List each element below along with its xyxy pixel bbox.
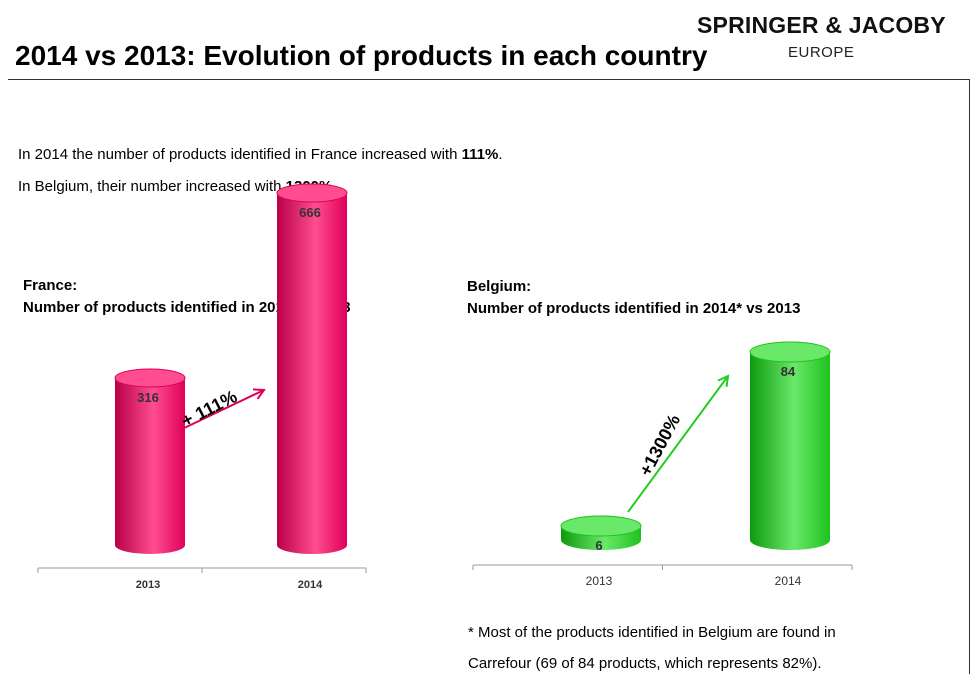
- belgium-bar-top-2013: [560, 515, 642, 537]
- france-chart-title-subtitle: Number of products identified in 2014 vs…: [23, 299, 351, 316]
- belgium-value-label: 6: [595, 538, 602, 553]
- france-bar-2013: [115, 377, 185, 554]
- belgium-chart-title: Belgium: Number of products identified i…: [467, 276, 800, 320]
- page-title: 2014 vs 2013: Evolution of products in e…: [15, 40, 708, 71]
- belgium-chart-title-country: Belgium:: [467, 278, 532, 295]
- company-logo: SPRINGER & JACOBY: [697, 12, 946, 38]
- france-bar-top-2014: [276, 183, 348, 203]
- france-category-label: 2014: [298, 579, 323, 591]
- intro-text-end: .: [498, 146, 503, 163]
- company-logo-subtitle: EUROPE: [788, 44, 855, 61]
- footnote-line-1: * Most of the products identified in Bel…: [468, 624, 836, 641]
- france-category-label: 2013: [136, 579, 160, 591]
- france-bar-top-2013: [114, 368, 186, 388]
- belgium-category-label: 2014: [775, 574, 802, 588]
- intro-line-france: In 2014 the number of products identifie…: [18, 146, 502, 163]
- belgium-growth-arrowhead: [717, 374, 730, 388]
- belgium-growth-arrow: [627, 375, 729, 513]
- intro-percent-france: 111%: [461, 146, 499, 163]
- belgium-chart-title-subtitle: Number of products identified in 2014* v…: [467, 300, 801, 317]
- footnote-line-2: Carrefour (69 of 84 products, which repr…: [468, 655, 822, 672]
- france-chart-title-country: France:: [23, 277, 78, 294]
- france-growth-annotation: + 111%: [178, 386, 240, 431]
- france-value-label: 666: [299, 205, 321, 220]
- france-growth-arrowhead: [252, 388, 266, 400]
- belgium-value-label: 84: [781, 364, 796, 379]
- intro-text: In Belgium, their number increased with: [18, 178, 286, 195]
- belgium-bar-top-2014: [749, 341, 831, 363]
- intro-text: In 2014 the number of products identifie…: [18, 146, 462, 163]
- france-growth-arrow: [179, 389, 265, 431]
- belgium-bar-2014: [750, 352, 830, 550]
- belgium-category-label: 2013: [586, 574, 613, 588]
- header-divider: [8, 79, 970, 80]
- france-value-label: 316: [137, 390, 159, 405]
- france-bar-2014: [277, 192, 347, 554]
- france-chart-title: France: Number of products identified in…: [23, 275, 351, 319]
